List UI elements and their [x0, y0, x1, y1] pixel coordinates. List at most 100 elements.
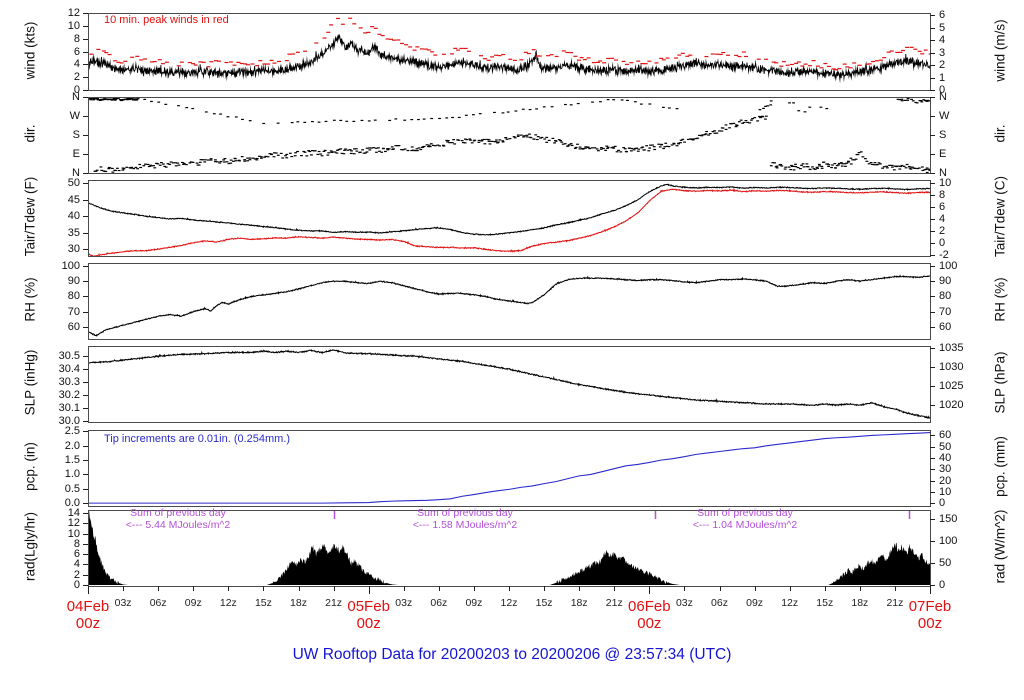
rh-right-tick-label: 100 [939, 260, 958, 273]
dir-left-tick-label: N [72, 167, 80, 179]
pcp-left-tick-label: 0.5 [64, 482, 80, 495]
tair-right-tick-label: 4 [939, 212, 946, 225]
x-hour-label: 03z [114, 597, 132, 609]
pcp-right-tick-label: 0 [939, 497, 946, 510]
wind-right-tick-label: 1 [939, 71, 946, 84]
dir-left-tick-label: W [69, 110, 80, 122]
rad-left-tick-label: 2 [73, 568, 80, 581]
pcp-right-tick-label: 50 [939, 440, 952, 453]
slp-left-tick-label: 30.1 [58, 401, 80, 414]
wind-left-tick-label: 10 [67, 19, 80, 32]
wind-left-tick-label: 4 [73, 58, 80, 71]
rh-right-tick-label: 90 [939, 275, 952, 288]
x-hour-label: 06z [149, 597, 167, 609]
rh-right-tick-label: 60 [939, 320, 952, 333]
x-hour-label: 03z [675, 597, 693, 609]
dir-right-tick-label: W [939, 110, 950, 122]
wind-left-tick-label: 2 [73, 71, 80, 84]
wind-right-tick-label: 6 [939, 9, 946, 22]
tair-right-tick-label: 10 [939, 177, 952, 190]
x-hour-label: 12z [219, 597, 237, 609]
x-day-label-sub: 00z [917, 615, 943, 632]
rad-right-axis-label: rad (W/m^2) [992, 509, 1008, 584]
tair-right-tick-label: 8 [939, 189, 946, 202]
rad-previous-day-sum-2: Sum of previous day <--- 1.58 MJoules/m^… [370, 507, 560, 531]
dir-right-tick-label: E [939, 148, 947, 160]
rad-right-tick-label: 150 [939, 512, 958, 525]
x-hour-label: 15z [816, 597, 834, 609]
x-day-label: 07Feb [908, 598, 952, 615]
x-hour-label: 09z [746, 597, 764, 609]
dir-right-tick-label: N [939, 91, 947, 103]
slp-left-tick-label: 30.5 [58, 350, 80, 363]
x-hour-label: 18z [851, 597, 869, 609]
pcp-left-tick-label: 2.5 [64, 425, 80, 438]
dir-right-tick-label: S [939, 129, 947, 141]
slp-right-tick-label: 1025 [939, 379, 964, 392]
tair-right-tick-label: -2 [939, 248, 949, 261]
slp-left-tick-label: 30.0 [58, 414, 80, 427]
dir-left-tick-label: S [72, 129, 80, 141]
rad-sum-value: <--- 1.04 MJoules/m^2 [692, 518, 798, 531]
pcp-right-tick-label: 40 [939, 451, 952, 464]
rad-sum-label: Sum of previous day [130, 507, 226, 519]
wind-right-tick-label: 0 [939, 84, 946, 96]
wind-right-tick-label: 2 [939, 59, 946, 72]
rh-left-tick-label: 80 [67, 290, 80, 303]
tair-left-tick-label: 40 [67, 210, 80, 223]
rad-left-tick-label: 12 [67, 517, 80, 530]
rh-left-tick-label: 70 [67, 305, 80, 318]
pcp-right-tick-label: 30 [939, 463, 952, 476]
rad-left-tick-label: 8 [73, 537, 80, 550]
pcp-right-tick-label: 20 [939, 474, 952, 487]
dir-right-tick-label: N [939, 167, 947, 179]
x-hour-label: 21z [886, 597, 904, 609]
rad-left-tick-label: 6 [73, 548, 80, 561]
rad-previous-day-sum-3: Sum of previous day <--- 1.04 MJoules/m^… [650, 507, 840, 531]
rh-left-tick-label: 90 [67, 275, 80, 288]
x-day-label-sub: 00z [637, 615, 662, 632]
rad-sum-label: Sum of previous day [417, 507, 513, 519]
x-day-label-sub: 00z [356, 615, 381, 632]
precip-tip-annotation: Tip increments are 0.01in. (0.254mm.) [104, 433, 291, 445]
x-day-label: 05Feb [347, 598, 390, 615]
rad-sum-label: Sum of previous day [697, 507, 793, 519]
slp-left-tick-label: 30.4 [58, 363, 80, 376]
rh-right-tick-label: 80 [939, 290, 952, 303]
rad-right-tick-label: 100 [939, 534, 958, 547]
pcp-left-tick-label: 0.0 [64, 497, 80, 510]
tair-left-tick-label: 35 [67, 226, 80, 239]
pcp-left-tick-label: 1.5 [64, 454, 80, 467]
rad-previous-day-sum-1: Sum of previous day <--- 5.44 MJoules/m^… [83, 507, 273, 531]
rad-left-tick-label: 14 [67, 507, 80, 520]
slp-left-tick-label: 30.2 [58, 388, 80, 401]
x-day-label: 06Feb [628, 598, 671, 615]
rad-sum-value: <--- 5.44 MJoules/m^2 [125, 518, 231, 531]
slp-right-tick-label: 1030 [939, 360, 964, 373]
tair-right-tick-label: 0 [939, 236, 946, 249]
wind-right-tick-label: 4 [939, 34, 946, 47]
x-hour-label: 06z [430, 597, 448, 609]
rad-right-tick-label: 50 [939, 556, 952, 569]
rh-left-tick-label: 100 [61, 260, 80, 273]
rad-left-tick-label: 10 [67, 527, 80, 540]
x-hour-label: 12z [500, 597, 518, 609]
pcp-left-tick-label: 2.0 [64, 439, 80, 452]
rh-left-tick-label: 60 [67, 320, 80, 333]
rad-left-axis-label: rad(Lgly/hr) [22, 511, 38, 582]
rad-right-tick-label: 0 [939, 578, 946, 591]
x-hour-label: 21z [325, 597, 343, 609]
dir-left-tick-label: N [72, 91, 80, 103]
rh-right-tick-label: 70 [939, 305, 952, 318]
tair-right-tick-label: 6 [939, 201, 946, 214]
wind-left-tick-label: 0 [73, 84, 80, 96]
rad-sum-value: <--- 1.58 MJoules/m^2 [412, 518, 518, 531]
rad-left-tick-label: 4 [73, 558, 80, 571]
x-hour-label: 09z [184, 597, 202, 609]
x-day-label: 04Feb [66, 598, 110, 615]
x-hour-label: 03z [395, 597, 413, 609]
x-hour-label: 18z [570, 597, 588, 609]
pcp-right-tick-label: 60 [939, 429, 952, 442]
